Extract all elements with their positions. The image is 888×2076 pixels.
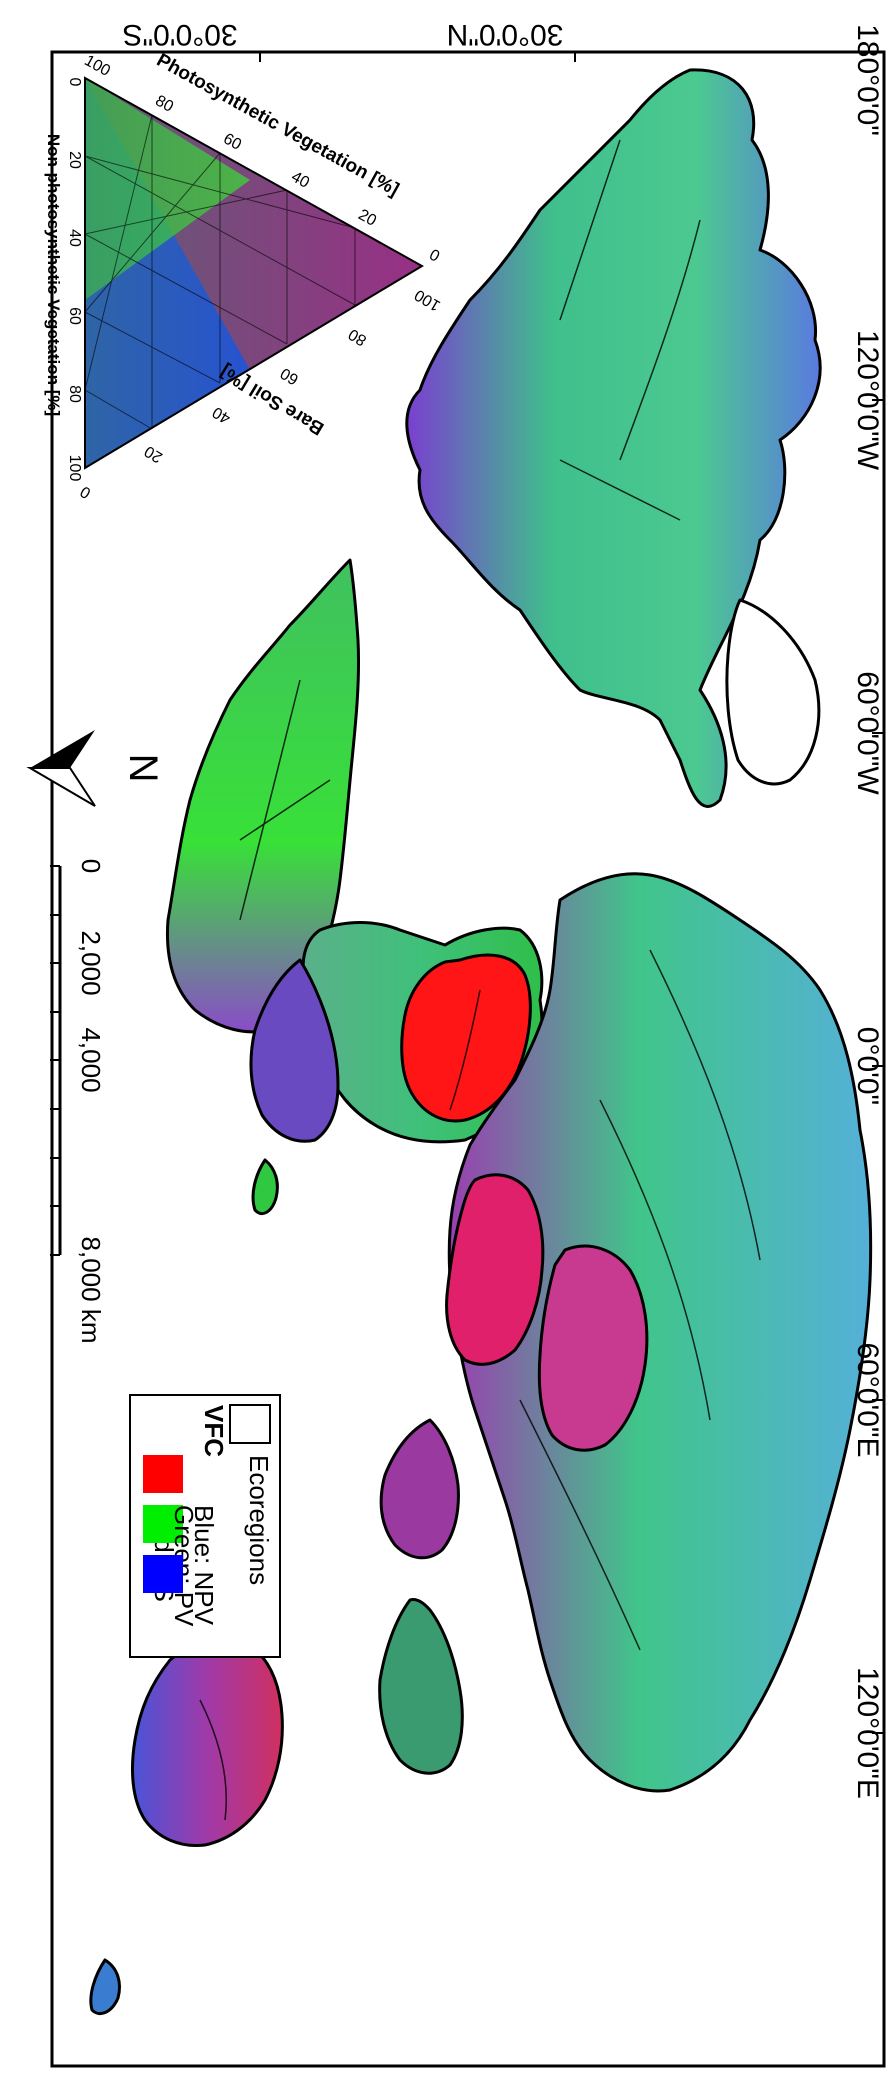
scale-bar: 0 2,000 4,000 8,000 km	[50, 859, 106, 1344]
north-arrow: N	[26, 730, 165, 807]
bs-tick-80: 80	[346, 325, 370, 349]
swatch-red	[143, 1455, 183, 1493]
npv-tick-80: 80	[66, 385, 83, 403]
npv-tick-100: 100	[66, 455, 83, 482]
greenland	[725, 598, 821, 786]
scale-label-0: 0	[76, 859, 106, 873]
middle-east-arid	[445, 1173, 545, 1366]
graticule-labels: 30°0'0"S 30°0'0"N 180°0'0" 120°0'0"W 60°…	[122, 18, 884, 1799]
bs-tick-20: 20	[142, 442, 166, 466]
north-america	[405, 68, 822, 808]
africa-main	[400, 953, 532, 1123]
pv-tick-20: 20	[355, 206, 379, 230]
scale-label-4000: 4,000	[76, 1027, 106, 1092]
lon-label-120e: 120°0'0"E	[851, 1667, 884, 1799]
new-zealand	[89, 1958, 121, 2015]
eurasia	[447, 872, 873, 1793]
ecoregion-lines	[199, 139, 761, 1821]
southeast-asia	[378, 1598, 464, 1775]
lon-label-60e: 60°0'0"E	[851, 1342, 884, 1457]
swatch-blue	[143, 1555, 183, 1593]
lon-label-120w: 120°0'0"W	[851, 330, 884, 471]
bs-tick-60: 60	[278, 364, 302, 388]
north-arrow-label: N	[121, 754, 165, 783]
central-asia	[537, 1244, 649, 1452]
lon-label-180: 180°0'0"	[851, 24, 884, 136]
pv-tick-40: 40	[288, 168, 312, 192]
scale-label-8000: 8,000 km	[76, 1237, 106, 1344]
madagascar	[251, 1158, 279, 1215]
npv-tick-0: 0	[66, 78, 83, 87]
pv-tick-60: 60	[220, 130, 244, 154]
india	[379, 1418, 460, 1560]
ecoregion-swatch	[229, 1404, 271, 1444]
southern-africa	[249, 958, 340, 1143]
pv-tick-80: 80	[152, 92, 176, 116]
ecoregion-legend-label: Ecoregions	[244, 1455, 274, 1585]
npv-tick-20: 20	[66, 151, 83, 169]
vfc-legend: Ecoregions VFC Red: BS Green: PV Blue: N…	[129, 1394, 281, 1658]
ternary-triangle	[84, 76, 424, 470]
npv-tick-60: 60	[66, 307, 83, 325]
lat-label-30n: 30°0'0"N	[447, 18, 564, 51]
vfc-legend-title: VFC	[199, 1405, 229, 1457]
scale-label-2000: 2,000	[76, 930, 106, 995]
landmasses	[89, 68, 873, 2015]
npv-axis-title: Non-photosynthetic Vegetation [%]	[44, 134, 63, 416]
lon-label-0: 0°0'0"	[851, 1027, 884, 1105]
swatch-green	[143, 1505, 183, 1543]
lat-label-30s: 30°0'0"S	[122, 18, 237, 51]
npv-tick-40: 40	[66, 229, 83, 247]
legend-blue-label: Blue: NPV	[189, 1505, 219, 1626]
graticule-ticks	[259, 52, 884, 1734]
bs-tick-40: 40	[210, 403, 234, 427]
lon-label-60w: 60°0'0"W	[851, 671, 884, 795]
south-america	[166, 558, 361, 1034]
